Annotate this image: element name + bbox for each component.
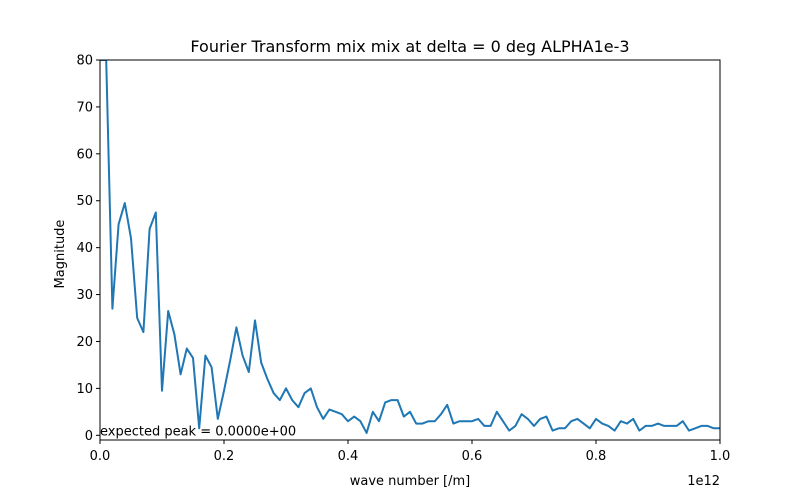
y-tick-label: 10 <box>76 382 93 397</box>
y-axis-label: Magnitude <box>53 220 68 289</box>
x-tick-label: 0.4 <box>338 449 359 464</box>
x-tick-label: 0.0 <box>90 449 111 464</box>
y-tick-label: 30 <box>76 288 93 303</box>
y-tick-label: 0 <box>85 429 93 444</box>
y-tick-label: 40 <box>76 241 93 256</box>
x-tick-label: 0.2 <box>214 449 235 464</box>
series-line-0 <box>100 60 720 434</box>
y-tick-label: 80 <box>76 54 93 69</box>
plot-frame <box>99 59 721 441</box>
x-tick-label: 1.0 <box>710 449 731 464</box>
expected-peak-annotation: expected peak = 0.0000e+00 <box>100 424 296 439</box>
x-tick-label: 0.6 <box>462 449 483 464</box>
chart-title: Fourier Transform mix mix at delta = 0 d… <box>190 37 629 56</box>
y-tick-label: 70 <box>76 100 93 115</box>
y-tick-label: 60 <box>76 147 93 162</box>
series-layer <box>100 60 720 434</box>
x-axis-ticks: 0.0 0.2 0.4 0.6 0.8 1.0 <box>90 440 731 464</box>
plot-area <box>100 60 720 440</box>
x-axis-label: wave number [/m] <box>350 474 470 489</box>
x-tick-label: 0.8 <box>586 449 607 464</box>
y-axis-ticks: 0 10 20 30 40 50 60 70 80 <box>76 54 100 444</box>
y-tick-label: 50 <box>76 194 93 209</box>
y-tick-label: 20 <box>76 335 93 350</box>
x-axis-offset-label: 1e12 <box>687 474 720 489</box>
